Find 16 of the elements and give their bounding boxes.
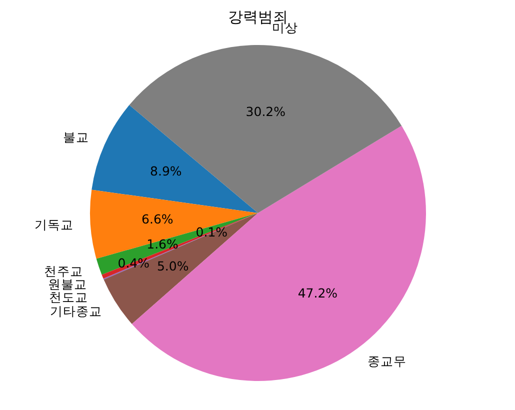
pie-slice xyxy=(104,213,258,324)
data-label: 47.2% xyxy=(298,286,338,301)
pie-slice xyxy=(129,45,402,213)
slice-label: 천주교 xyxy=(44,264,83,279)
chart-title: 강력범죄 xyxy=(228,8,288,26)
slice-label: 기타종교 xyxy=(50,303,102,318)
data-label: 30.2% xyxy=(246,104,286,119)
slice-label: 종교무 xyxy=(367,353,406,368)
pie-slice xyxy=(90,190,258,259)
slice-label: 원불교 xyxy=(48,276,87,292)
slice-label: 천도교 xyxy=(49,290,88,305)
slice-label: 불교 xyxy=(63,129,90,144)
slice-label: 기독교 xyxy=(34,217,74,232)
data-label: 6.6% xyxy=(142,211,174,226)
data-label: 8.9% xyxy=(150,163,182,178)
data-label: 5.0% xyxy=(156,258,189,274)
